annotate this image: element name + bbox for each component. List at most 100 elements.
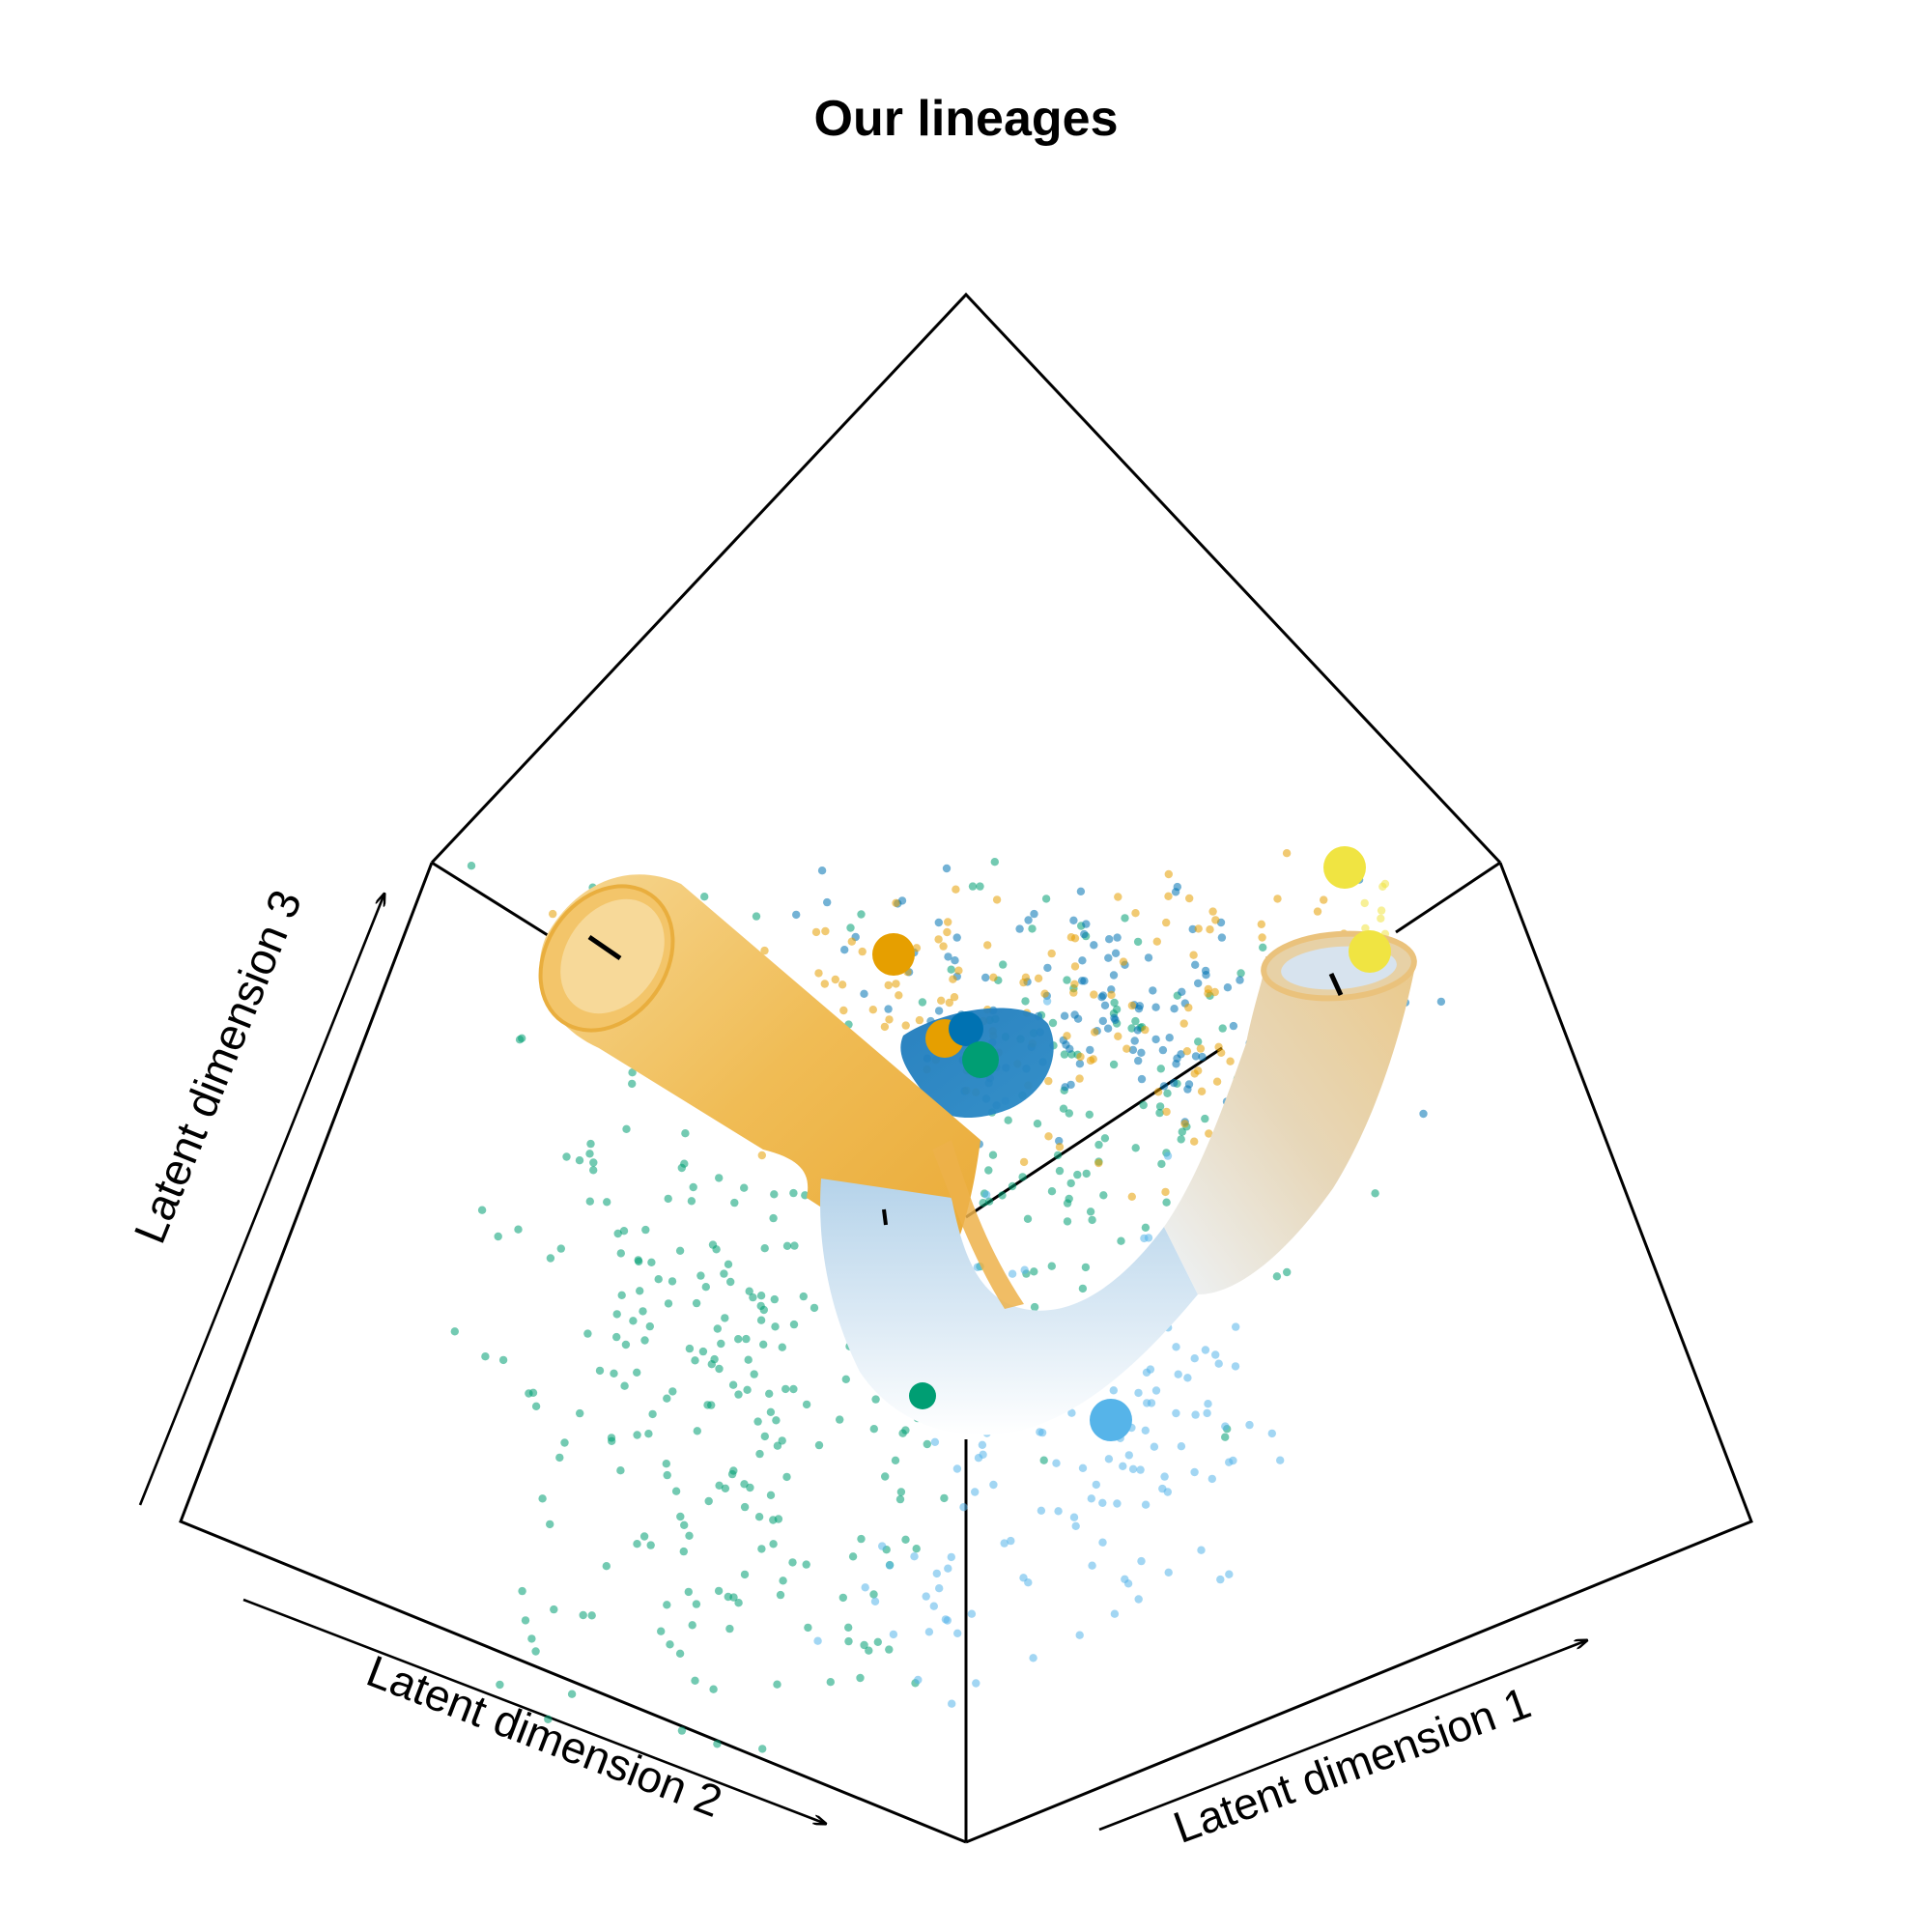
cluster-center-yellow — [1323, 846, 1366, 889]
cell-point-sky-blue — [1172, 1343, 1180, 1351]
cell-point-orange — [1019, 1157, 1029, 1167]
cell-point-green — [988, 1151, 998, 1159]
cell-point-sky-blue — [1141, 1426, 1151, 1435]
cell-point-green — [607, 1434, 616, 1442]
cell-point-green — [1041, 895, 1051, 903]
cell-point-green — [799, 1292, 808, 1301]
cell-point-orange — [1206, 925, 1214, 934]
cell-point-green — [663, 1601, 671, 1609]
cell-point-green — [619, 1227, 629, 1236]
cell-point-green — [984, 1166, 993, 1175]
cell-point-sky-blue — [935, 1584, 944, 1593]
cell-point-green — [756, 1316, 766, 1324]
cell-point-green — [729, 1466, 738, 1475]
cell-point-orange — [992, 895, 1002, 904]
cell-point-green — [901, 1535, 910, 1545]
cell-point-orange — [1070, 980, 1079, 988]
cell-point-green — [789, 1320, 799, 1329]
cell-point-green — [1053, 1151, 1063, 1160]
cell-point-dark-blue — [1144, 953, 1153, 962]
cell-point-green — [814, 1440, 824, 1450]
cell-point-green — [685, 1531, 694, 1541]
cell-point-green — [467, 862, 476, 870]
cell-point-sky-blue — [1211, 1350, 1220, 1359]
cell-point-sky-blue — [1134, 1388, 1143, 1398]
cell-point-sky-blue — [929, 1602, 938, 1610]
cell-point-dark-blue — [1024, 916, 1033, 924]
cell-point-sky-blue — [978, 1440, 987, 1450]
cell-point-green — [494, 1232, 502, 1241]
cell-point-green — [734, 1335, 743, 1344]
cell-point-dark-blue — [1030, 909, 1038, 919]
cell-point-yellow — [1377, 906, 1386, 915]
cell-point-orange — [954, 966, 963, 975]
cell-point-sky-blue — [1203, 1408, 1211, 1418]
cell-point-sky-blue — [1019, 1574, 1028, 1582]
box-left-face — [179, 862, 967, 1844]
cell-point-green — [691, 1356, 699, 1365]
cell-point-green — [662, 1460, 670, 1468]
cell-point-green — [620, 1381, 629, 1390]
cell-point-green — [1109, 1060, 1119, 1069]
principal-curve-tick-right — [1328, 972, 1344, 997]
cell-point-green — [633, 1368, 641, 1378]
cell-point-dark-blue — [1178, 987, 1186, 996]
cell-point-sky-blue — [947, 1552, 955, 1562]
cell-point-orange — [1114, 1032, 1122, 1041]
cell-point-green — [514, 1225, 523, 1234]
cell-point-sky-blue — [1163, 1151, 1173, 1160]
cell-point-orange — [915, 1015, 924, 1025]
cell-point-dark-blue — [1128, 1045, 1138, 1055]
cell-point-dark-blue — [1170, 1078, 1179, 1088]
cell-point-dark-blue — [1066, 1080, 1075, 1090]
cell-point-dark-blue — [981, 973, 990, 982]
cell-point-green — [790, 1241, 799, 1250]
cell-point-orange — [1164, 892, 1173, 900]
cell-point-orange — [549, 909, 557, 919]
cell-point-sky-blue — [1007, 1536, 1015, 1546]
cell-point-orange — [1119, 957, 1128, 966]
cell-point-green — [871, 1395, 880, 1404]
cell-point-green — [589, 1158, 598, 1167]
axis-arrow-dimension-3 — [138, 894, 384, 1506]
cell-point-green — [771, 1322, 780, 1331]
cell-point-orange — [1044, 1132, 1053, 1141]
cell-point-sky-blue — [1037, 1506, 1046, 1516]
cell-point-orange — [1189, 951, 1198, 959]
cell-point-orange — [847, 937, 856, 946]
cell-point-green — [693, 1427, 701, 1435]
cell-point-green — [1218, 1024, 1227, 1033]
cell-point-green — [742, 1334, 751, 1344]
cell-point-green — [1055, 1166, 1065, 1176]
cell-point-orange — [895, 991, 903, 1000]
cell-point-orange — [1257, 920, 1266, 928]
cell-point-green — [675, 1649, 685, 1659]
cell-point-sky-blue — [813, 1636, 822, 1645]
cell-point-green — [1236, 969, 1245, 978]
cell-point-green — [1073, 1170, 1082, 1179]
cell-point-green — [680, 1520, 689, 1530]
cell-point-sky-blue — [1069, 1513, 1079, 1521]
cell-point-green — [1110, 998, 1119, 1008]
cell-point-sky-blue — [1221, 1422, 1230, 1431]
cell-point-orange — [950, 993, 959, 1002]
cell-point-orange — [1152, 937, 1162, 946]
cell-point-green — [579, 1610, 587, 1620]
cell-point-dark-blue — [1135, 1002, 1145, 1010]
axis-label-dimension-2: Latent dimension 2 — [360, 1645, 729, 1827]
cell-point-green — [734, 1599, 743, 1607]
cell-point-sky-blue — [861, 1583, 869, 1592]
cell-point-sky-blue — [989, 1480, 998, 1490]
cell-point-orange — [1182, 1047, 1192, 1056]
cell-point-orange — [1153, 1088, 1163, 1096]
cell-point-green — [664, 1194, 672, 1204]
cell-point-orange — [1069, 988, 1078, 997]
cell-point-dark-blue — [1104, 953, 1113, 962]
cell-point-green — [776, 1590, 785, 1600]
cell-point-green — [1065, 1194, 1073, 1204]
cell-point-green — [586, 1139, 595, 1149]
cell-point-green — [755, 1449, 764, 1459]
cell-point-orange — [1320, 895, 1328, 904]
cell-point-sky-blue — [959, 1503, 968, 1512]
cell-point-green — [1004, 1116, 1012, 1124]
